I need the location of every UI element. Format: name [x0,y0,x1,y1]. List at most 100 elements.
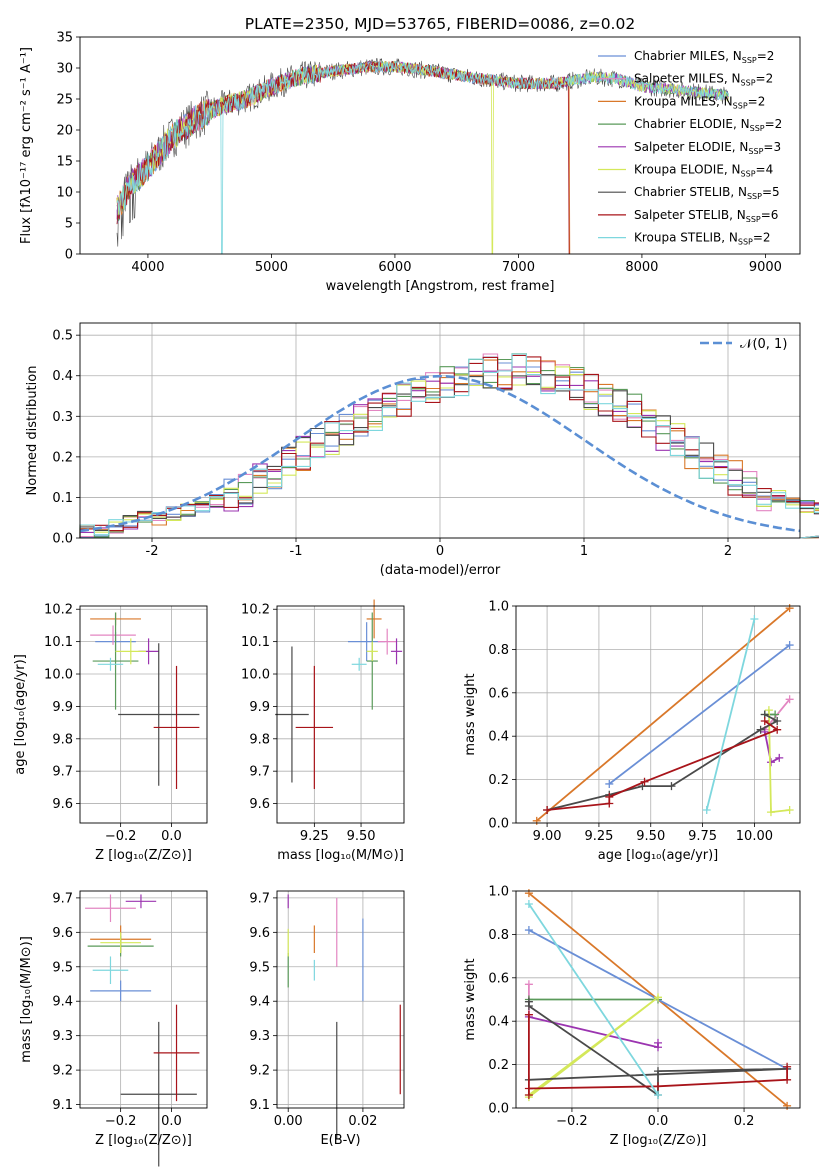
histogram-step [79,353,819,539]
x-tick-label: 0.02 [348,1114,377,1129]
weight-marker [783,1075,792,1084]
x-tick-label: 1 [580,544,588,559]
legend-label-sub: SSP [748,147,763,156]
legend-label-main: Kroupa MILES, N [634,94,733,108]
y-tick-label: 10.1 [241,635,270,650]
y-tick-label: 9.5 [249,960,270,975]
y-tick-label: 0.5 [52,329,73,344]
weight-marker [785,641,794,650]
legend-label-main: Kroupa ELODIE, N [634,163,741,177]
spectrum-line [116,61,729,255]
weight-marker [532,816,541,825]
axes-frame [79,605,208,824]
x-tick-label: −0.2 [105,829,137,844]
y-tick-label: 1.0 [488,885,509,900]
y-tick-label: 9.3 [249,1029,270,1044]
weight-marker [785,695,794,704]
weight-marker [783,1062,792,1071]
axes-frame [79,36,801,255]
y-tick-label: 9.7 [249,765,270,780]
legend-label: Chabrier MILES, NSSP=2 [634,49,774,65]
y-tick-label: 9.8 [52,732,73,747]
panel-mass_vs_Z: −0.2 0.0 9.1 9.2 9.3 9.4 9.5 9.6 9.7 Z [log₁₀(Z/Z… [19,890,208,1167]
plot-area [90,612,200,789]
weight-marker [654,1067,662,1076]
y-tick-label: 0.8 [488,643,509,658]
y-tick-label: 9.4 [249,995,270,1010]
x-tick-label: 0.0 [161,829,182,844]
x-tick-label: 9.25 [584,829,613,844]
x-tick-label: 7000 [502,260,535,275]
weight-marker [785,604,794,613]
weight-marker [756,725,765,734]
x-tick-label: 5000 [255,260,288,275]
axes-frame [515,605,801,824]
legend-label-sub: SSP [733,101,748,110]
y-tick-label: 10.0 [44,668,73,683]
weight-marker [785,805,794,814]
legend-label-sub: SSP [747,192,762,201]
legend-label-main: Salpeter MILES, N [634,72,741,86]
y-tick-label: 9.1 [249,1098,270,1113]
y-tick-label: 15 [56,155,73,170]
y-tick-label: 0.2 [488,1058,509,1073]
y-tick-label: 9.6 [52,926,73,941]
x-tick-label: 0.0 [161,1114,182,1129]
legend-label-tail: =2 [748,94,766,108]
weight-marker [773,725,782,734]
legend-label-tail: =2 [756,72,774,86]
y-tick-label: 10.2 [241,603,270,618]
y-tick-label: 30 [56,62,73,77]
x-tick-label: 9.75 [688,829,717,844]
axes-frame [276,605,405,824]
panel-mass_vs_ebv: 0.00 0.02 9.1 9.2 9.3 9.4 9.5 9.6 9.7 E(B-V) [249,890,405,1148]
plot-area [524,889,792,1110]
legend-label-sub: SSP [742,56,757,65]
y-tick-label: 10.2 [44,603,73,618]
weight-marker [654,1090,662,1099]
y-axis-label: age [log₁₀(age/yr)] [13,654,28,775]
weight-marker [702,805,711,814]
legend-label: Salpeter STELIB, NSSP=6 [634,208,778,224]
y-tick-label: 0.4 [52,369,73,384]
legend-label-sub: SSP [738,238,753,247]
legend-label-main: Chabrier MILES, N [634,49,742,63]
x-axis-label: Z [log₁₀(Z/Z⊙)] [95,1133,192,1148]
y-axis-label: mass [log₁₀(M/M⊙)] [19,936,34,1063]
axes-frame [79,890,208,1109]
weight-line [528,903,659,1096]
panel-massweight_vs_Z: −0.2 0.0 0.2 0.0 0.2 0.4 0.6 0.8 1.0 Z [log₁₀(Z/Z… [463,885,801,1148]
weight-marker [605,792,614,801]
y-tick-label: 10 [56,186,73,201]
legend-label-sub: SSP [741,79,756,88]
legend-label: Kroupa ELODIE, NSSP=4 [634,163,773,179]
chart-title: PLATE=2350, MJD=53765, FIBERID=0086, z=0… [245,15,635,33]
legend-label: Kroupa STELIB, NSSP=2 [634,231,771,247]
legend-label: Chabrier STELIB, NSSP=5 [634,185,780,201]
y-tick-label: 0.1 [52,491,73,506]
weight-marker [775,753,784,762]
axes-frame [276,890,405,1109]
weight-marker [783,1101,792,1110]
weight-marker [640,777,649,786]
weight-marker [524,926,533,935]
y-tick-label: 0.2 [488,773,509,788]
legend-label-sub: SSP [746,215,761,224]
y-tick-label: 9.6 [52,797,73,812]
y-tick-label: 0.4 [488,1015,509,1030]
x-tick-label: 10.00 [736,829,773,844]
legend-label-main: Salpeter STELIB, N [634,208,746,222]
legend-label-main: Chabrier ELODIE, N [634,117,750,131]
weight-marker [766,758,775,767]
weight-marker [760,717,769,726]
legend-label-tail: =2 [765,117,783,131]
legend-label-tail: =4 [756,163,774,177]
x-tick-label: 9.50 [347,829,376,844]
panel-spectrum: 4000 5000 6000 7000 8000 9000 0 5 10 15 20 25 30 35 wa… [19,15,801,294]
x-tick-label: 9.00 [533,829,562,844]
legend-label-tail: =3 [763,140,781,154]
legend-label-tail: =2 [753,231,771,245]
y-tick-label: 9.6 [249,797,270,812]
legend-label: Salpeter MILES, NSSP=2 [634,72,773,88]
